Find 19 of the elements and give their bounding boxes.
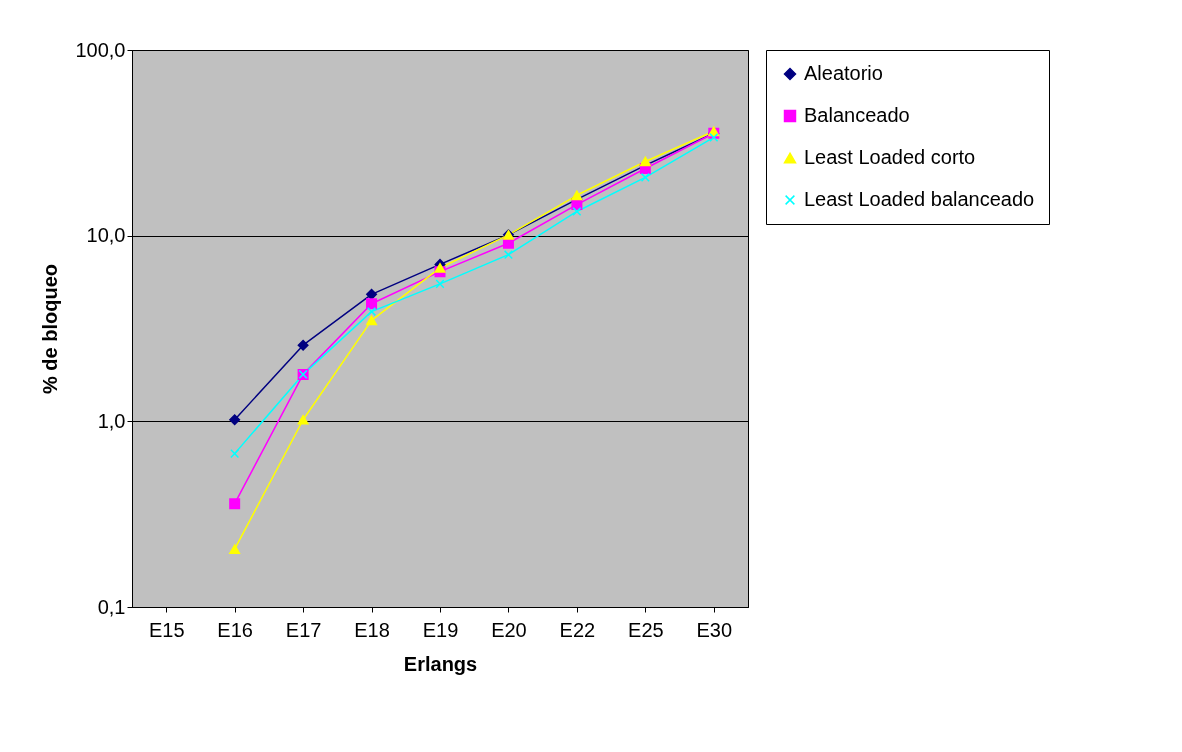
y-axis-title: % de bloqueo xyxy=(39,264,62,394)
x-tick-label: E20 xyxy=(491,618,527,641)
legend-label: Balanceado xyxy=(804,104,910,126)
y-tick-label: 1,0 xyxy=(97,409,126,432)
x-tick-label: E16 xyxy=(217,618,253,641)
y-tick-label: 100,0 xyxy=(75,38,126,61)
legend-label: Least Loaded balanceado xyxy=(804,188,1035,210)
x-axis-title: Erlangs xyxy=(403,652,478,675)
x-tick-label: E15 xyxy=(148,618,185,641)
y-tick-label: 10,0 xyxy=(86,224,126,247)
x-tick-label: E30 xyxy=(696,618,733,641)
x-tick-label: E22 xyxy=(559,618,596,641)
legend-label: Aleatorio xyxy=(804,62,883,84)
x-tick-label: E25 xyxy=(628,618,664,641)
y-tick-label: 0,1 xyxy=(97,595,126,618)
x-tick-label: E18 xyxy=(354,618,390,641)
x-tick-label: E17 xyxy=(285,618,322,641)
legend-label: Least Loaded corto xyxy=(804,146,976,168)
x-tick-label: E19 xyxy=(422,618,459,641)
